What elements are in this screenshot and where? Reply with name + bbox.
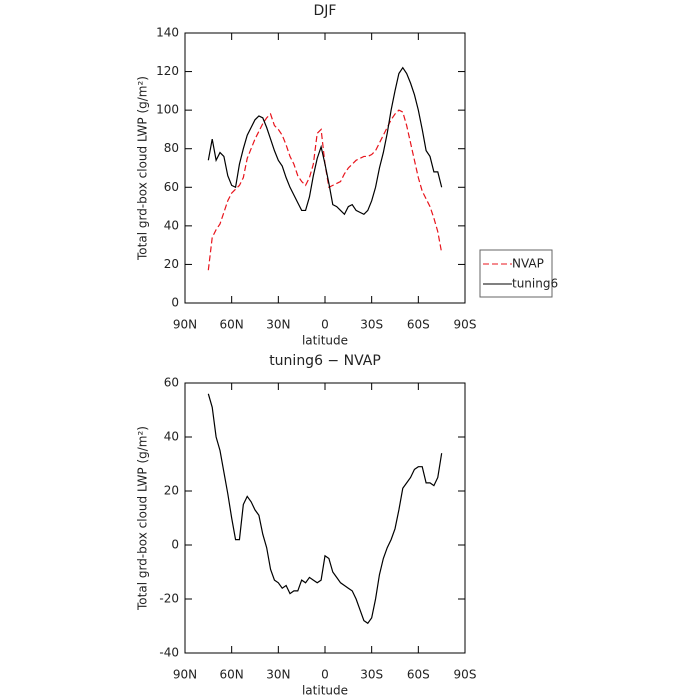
legend-label: tuning6 [512,277,558,291]
y-tick-label: 40 [164,218,179,232]
x-tick-label: 30N [266,318,290,332]
x-tick-label: 0 [321,668,329,682]
x-tick-label: 60S [407,318,430,332]
y-tick-label: 20 [164,257,179,271]
y-tick-label: 0 [171,538,179,552]
y-axis-label: Total grd-box cloud LWP (g/m²) [136,76,150,261]
y-tick-label: 80 [164,141,179,155]
data-line [207,66,443,216]
x-axis-label: latitude [302,334,348,348]
x-tick-label: 90S [454,318,477,332]
chart-title: tuning6 − NVAP [269,353,381,369]
chart-title: DJF [314,3,337,19]
y-tick-label: 0 [171,296,179,310]
y-tick-label: 40 [164,430,179,444]
y-tick-label: 100 [156,103,179,117]
legend-label: NVAP [512,257,544,271]
x-tick-label: 0 [321,318,329,332]
y-tick-label: 60 [164,376,179,390]
x-tick-label: 60S [407,668,430,682]
x-tick-label: 30N [266,668,290,682]
y-tick-label: -20 [159,592,179,606]
y-tick-label: -40 [159,646,179,660]
x-tick-label: 90N [173,668,197,682]
y-axis-label: Total grd-box cloud LWP (g/m²) [136,426,150,611]
plot-frame [184,32,466,304]
x-tick-label: 60N [220,318,244,332]
data-line [207,393,443,625]
x-tick-label: 90N [173,318,197,332]
plot-frame [184,382,466,654]
x-axis-label: latitude [302,684,348,698]
x-tick-label: 90S [454,668,477,682]
y-tick-label: 20 [164,484,179,498]
data-line [207,109,443,271]
y-tick-label: 120 [156,64,179,78]
x-tick-label: 60N [220,668,244,682]
y-tick-label: 140 [156,26,179,40]
x-tick-label: 30S [360,668,383,682]
legend-frame [479,249,553,298]
x-tick-label: 30S [360,318,383,332]
y-tick-label: 60 [164,180,179,194]
